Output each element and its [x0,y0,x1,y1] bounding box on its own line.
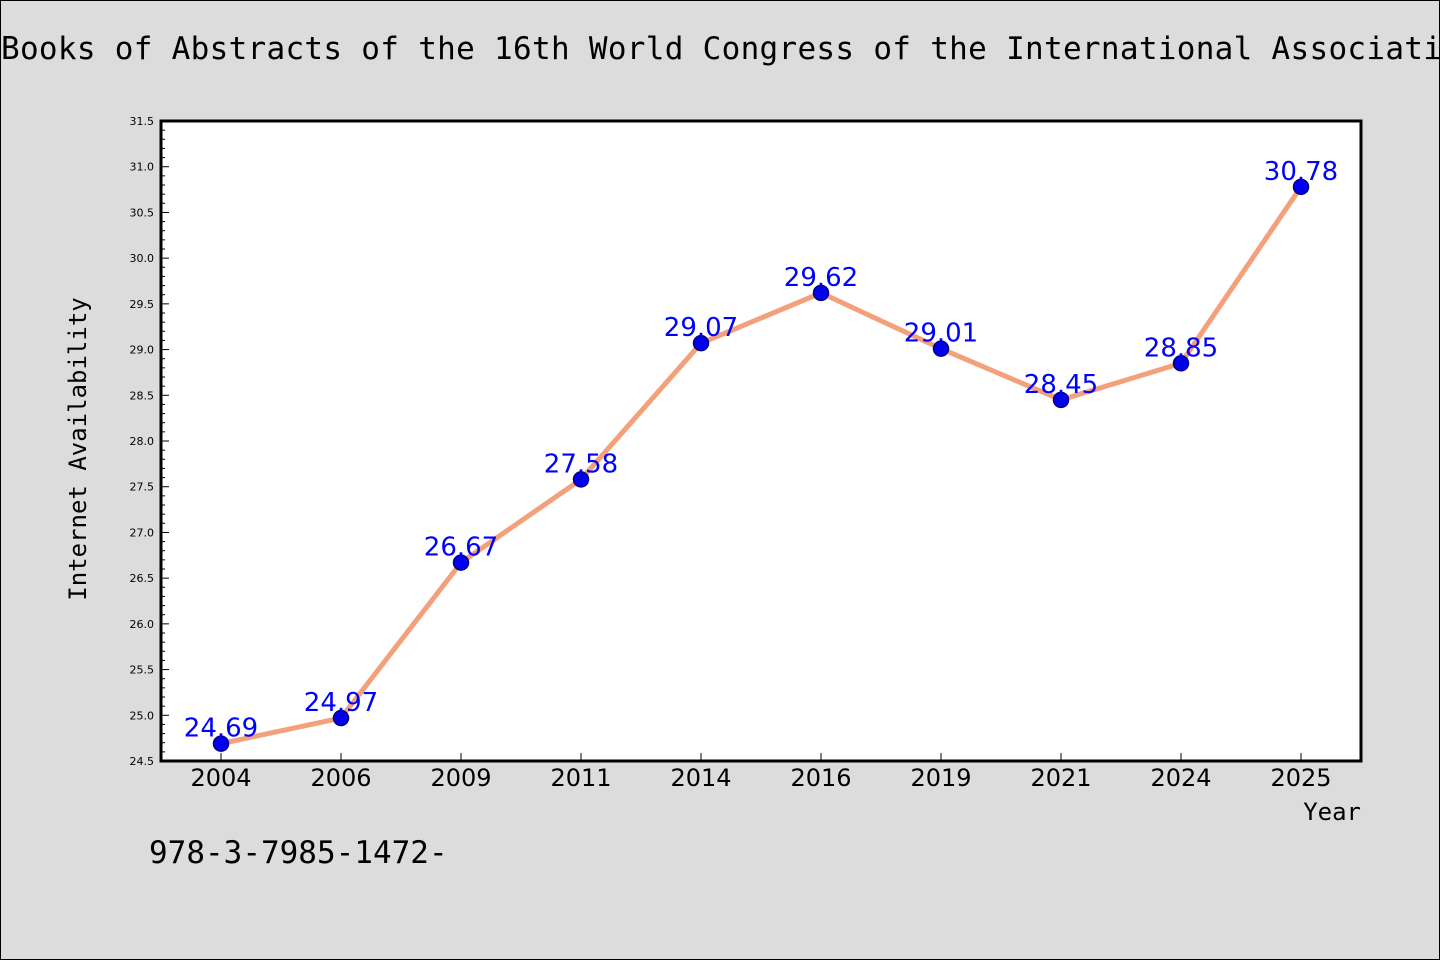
series-line [218,184,1304,747]
series-group [212,178,1310,752]
y-tick-label: 31.0 [130,161,155,174]
y-tick-label: 27.0 [130,526,155,539]
x-tick-label: 2025 [1270,764,1331,792]
x-tick-label: 2019 [910,764,971,792]
x-tick-label: 2014 [670,764,731,792]
x-tick-label: 2016 [790,764,851,792]
isbn-text: 978-3-7985-1472- [149,835,448,871]
y-tick-label: 28.0 [130,435,155,448]
data-label: 29.07 [664,313,738,343]
plot-area [159,119,1363,763]
y-tick-label: 31.5 [130,115,155,128]
y-tick-label: 28.5 [130,389,155,402]
data-label: 27.58 [544,449,618,479]
y-axis: 24.5 25.0 25.5 26.0 26.5 27.0 27.5 28.0 28.5 29.0… [130,115,169,768]
data-label: 28.85 [1144,333,1218,363]
y-tick-label: 24.5 [130,755,155,768]
data-point [812,284,830,302]
data-point [572,471,590,488]
data-label: 24.69 [184,714,258,744]
data-label: 29.62 [784,263,858,293]
data-point [1292,178,1310,196]
data-point [1052,391,1070,409]
data-label: 26.67 [424,533,498,563]
x-tick-label: 2004 [190,764,251,792]
y-axis-label: Internet Availability [64,297,92,600]
x-axis: 2004 2006 2009 2011 2014 2016 2019 2021 2024 2025 [190,753,1332,792]
x-tick-label: 2011 [550,764,611,792]
data-label: 28.45 [1024,370,1098,400]
data-point [452,554,470,571]
data-point [212,735,230,752]
data-labels: 24.69 24.97 26.67 27.58 29.07 29.62 29.01 28.45… [184,157,1338,744]
data-point [1172,355,1190,372]
data-label: 29.01 [904,319,978,349]
y-tick-label: 26.0 [130,618,155,631]
y-tick-label: 29.5 [130,298,155,311]
data-label: 24.97 [304,688,378,718]
y-tick-label: 25.0 [130,709,155,722]
y-tick-label: 27.5 [130,481,155,494]
x-axis-label: Year [1303,798,1361,826]
y-tick-label: 30.5 [130,206,155,219]
chart-title: Books of Abstracts of the 16th World Con… [1,31,1440,67]
y-tick-label: 30.0 [130,252,155,265]
data-label: 30.78 [1264,157,1338,187]
x-tick-label: 2009 [430,764,491,792]
data-point [692,334,710,352]
x-tick-label: 2006 [310,764,371,792]
data-point [332,709,350,727]
plot-frame [159,119,1363,763]
y-tick-label: 29.0 [130,344,155,357]
y-tick-label: 25.5 [130,664,155,677]
x-tick-label: 2024 [1150,764,1211,792]
y-tick-label: 26.5 [130,572,155,585]
x-tick-label: 2021 [1030,764,1091,792]
data-point [932,340,950,357]
